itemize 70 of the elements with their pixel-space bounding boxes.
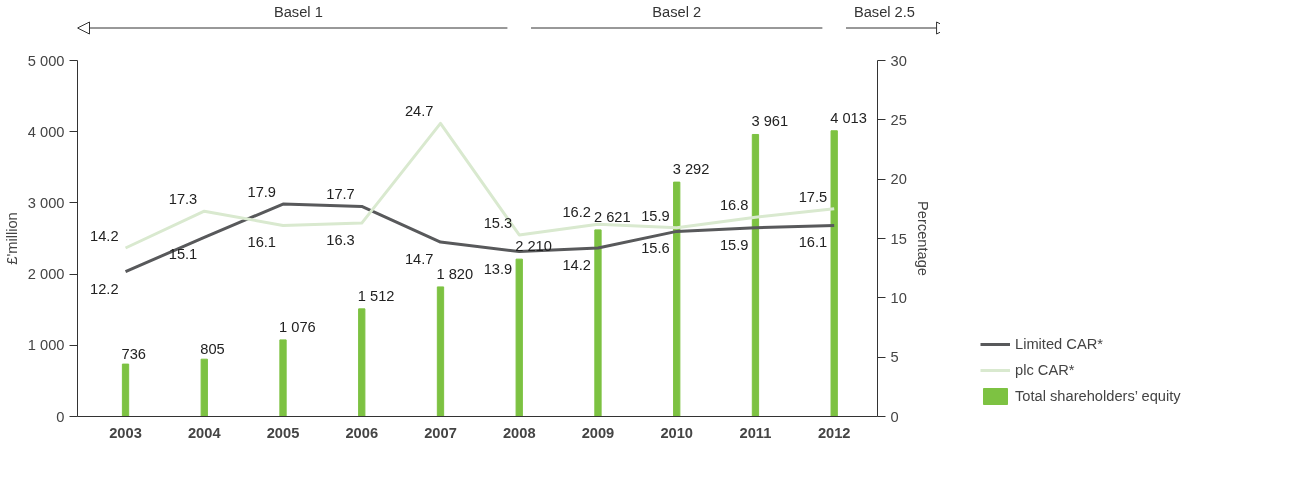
legend-label: Limited CAR* <box>1015 336 1103 352</box>
bar <box>673 181 681 417</box>
x-tick-label: 2008 <box>502 424 536 441</box>
y2-tick-label: 15 <box>890 230 907 247</box>
data-label: 16.1 <box>247 234 277 251</box>
data-label: 15.6 <box>641 240 670 257</box>
bar <box>751 133 760 417</box>
y-tick-label: 3 000 <box>27 194 65 211</box>
data-label: 17.5 <box>798 188 828 205</box>
data-label: 736 <box>121 346 146 363</box>
x-tick-label: 2004 <box>187 424 222 441</box>
data-label: 17.3 <box>168 191 198 208</box>
x-tick-label: 2003 <box>109 424 142 441</box>
data-label: 17.7 <box>326 186 355 203</box>
legend-label: plc CAR* <box>1015 362 1075 378</box>
y-tick-label: 0 <box>56 408 65 425</box>
data-label: 1 820 <box>436 265 474 282</box>
bar <box>594 229 602 417</box>
legend-label: Total shareholders’ equity <box>1015 388 1181 404</box>
data-label: 12.2 <box>90 280 119 297</box>
data-label: 15.1 <box>168 246 198 263</box>
y-tick-label: 2 000 <box>27 266 65 283</box>
data-label: 14.7 <box>404 251 434 268</box>
y2-tick-label: 20 <box>890 171 907 188</box>
data-label: 15.3 <box>483 214 513 231</box>
data-label: 3 961 <box>751 113 789 130</box>
x-tick-label: 2010 <box>660 424 694 441</box>
data-label: 14.2 <box>90 227 119 244</box>
x-tick-label: 2006 <box>345 424 379 441</box>
bar <box>830 130 838 417</box>
data-label: 4 013 <box>830 109 867 126</box>
y-axis-title: £'million <box>3 212 20 265</box>
data-label: 17.9 <box>247 184 277 201</box>
data-label: 3 292 <box>672 161 710 178</box>
data-label: 14.2 <box>562 256 591 273</box>
y-tick-label: 4 000 <box>27 123 65 140</box>
y2-axis-title: Percentage <box>914 201 931 276</box>
y-tick-label: 1 000 <box>27 337 65 354</box>
bar <box>436 286 445 417</box>
x-tick-label: 2012 <box>817 424 851 441</box>
data-label: 13.9 <box>483 260 513 277</box>
text: Basel 2.5 <box>853 3 915 20</box>
data-label: 16.3 <box>326 232 355 249</box>
x-tick-label: 2009 <box>581 424 615 441</box>
data-label: 16.2 <box>562 204 591 221</box>
y2-tick-label: 25 <box>890 111 907 128</box>
x-tick-label: 2007 <box>424 424 457 441</box>
data-label: 16.1 <box>798 234 828 251</box>
y-tick-label: 5 000 <box>27 52 65 69</box>
text: Basel 2 <box>652 3 702 20</box>
x-tick-label: 2005 <box>266 424 300 441</box>
text: Basel 1 <box>273 3 323 20</box>
data-label: 16.8 <box>719 197 749 214</box>
data-label: 1 076 <box>279 318 316 335</box>
bar <box>279 339 287 417</box>
x-tick-label: 2011 <box>739 424 772 441</box>
bar <box>121 363 130 417</box>
data-label: 15.9 <box>719 236 749 253</box>
y2-tick-label: 0 <box>890 408 899 425</box>
data-label: 2 621 <box>593 208 631 225</box>
data-label: 1 512 <box>357 287 395 304</box>
data-label: 805 <box>200 341 225 358</box>
y2-tick-label: 30 <box>890 52 907 69</box>
y2-tick-label: 5 <box>890 349 899 366</box>
bar <box>515 258 523 417</box>
data-label: 24.7 <box>404 103 434 120</box>
bar <box>358 308 366 417</box>
y2-tick-label: 10 <box>890 289 907 306</box>
data-label: 15.9 <box>641 207 670 224</box>
bar <box>200 358 208 417</box>
